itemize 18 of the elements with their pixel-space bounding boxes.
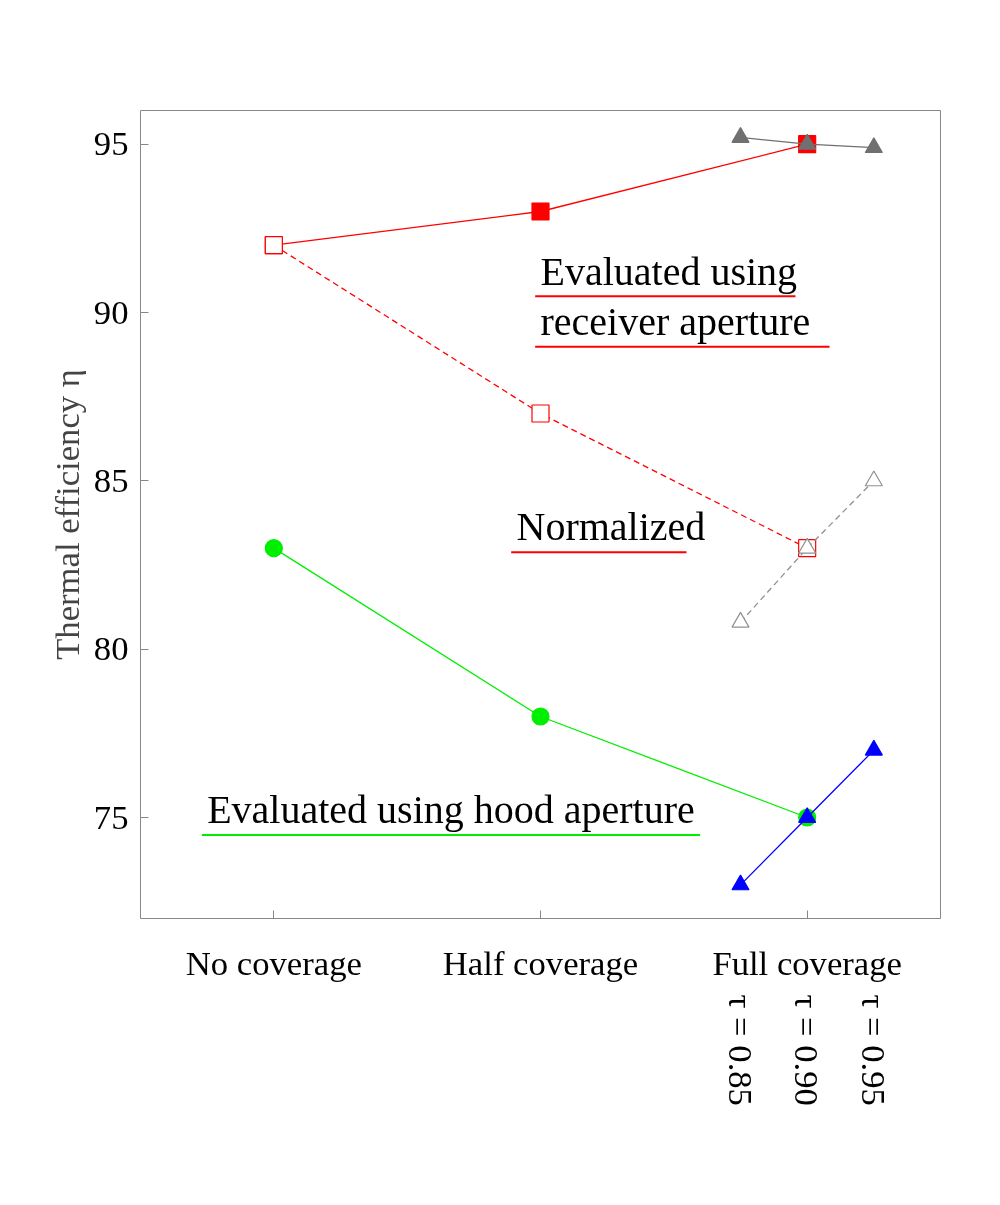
x2-tick-label: τ = 0.90 bbox=[788, 994, 827, 1106]
point bbox=[531, 202, 550, 221]
x-tick-label: No coverage bbox=[185, 943, 362, 982]
x-tick-label: Full coverage bbox=[712, 943, 902, 982]
point bbox=[531, 707, 550, 726]
x2-tick-label: τ = 0.85 bbox=[721, 994, 760, 1106]
y-tick-label: 80 bbox=[93, 629, 129, 668]
y-axis-title: Thermal efficiency η bbox=[47, 369, 86, 660]
y-tick-label: 75 bbox=[93, 797, 129, 836]
series-label: Evaluated using hood aperture bbox=[207, 787, 695, 833]
y-tick-label: 90 bbox=[93, 292, 129, 331]
x-tick-label: Half coverage bbox=[442, 943, 639, 982]
point bbox=[264, 539, 283, 558]
series-label: Evaluated using receiver aperture bbox=[540, 248, 811, 345]
x2-tick-label: τ = 0.95 bbox=[854, 994, 893, 1106]
series-label: Normalized bbox=[516, 504, 706, 550]
y-tick-label: 95 bbox=[93, 124, 129, 163]
y-tick-label: 85 bbox=[93, 460, 129, 499]
